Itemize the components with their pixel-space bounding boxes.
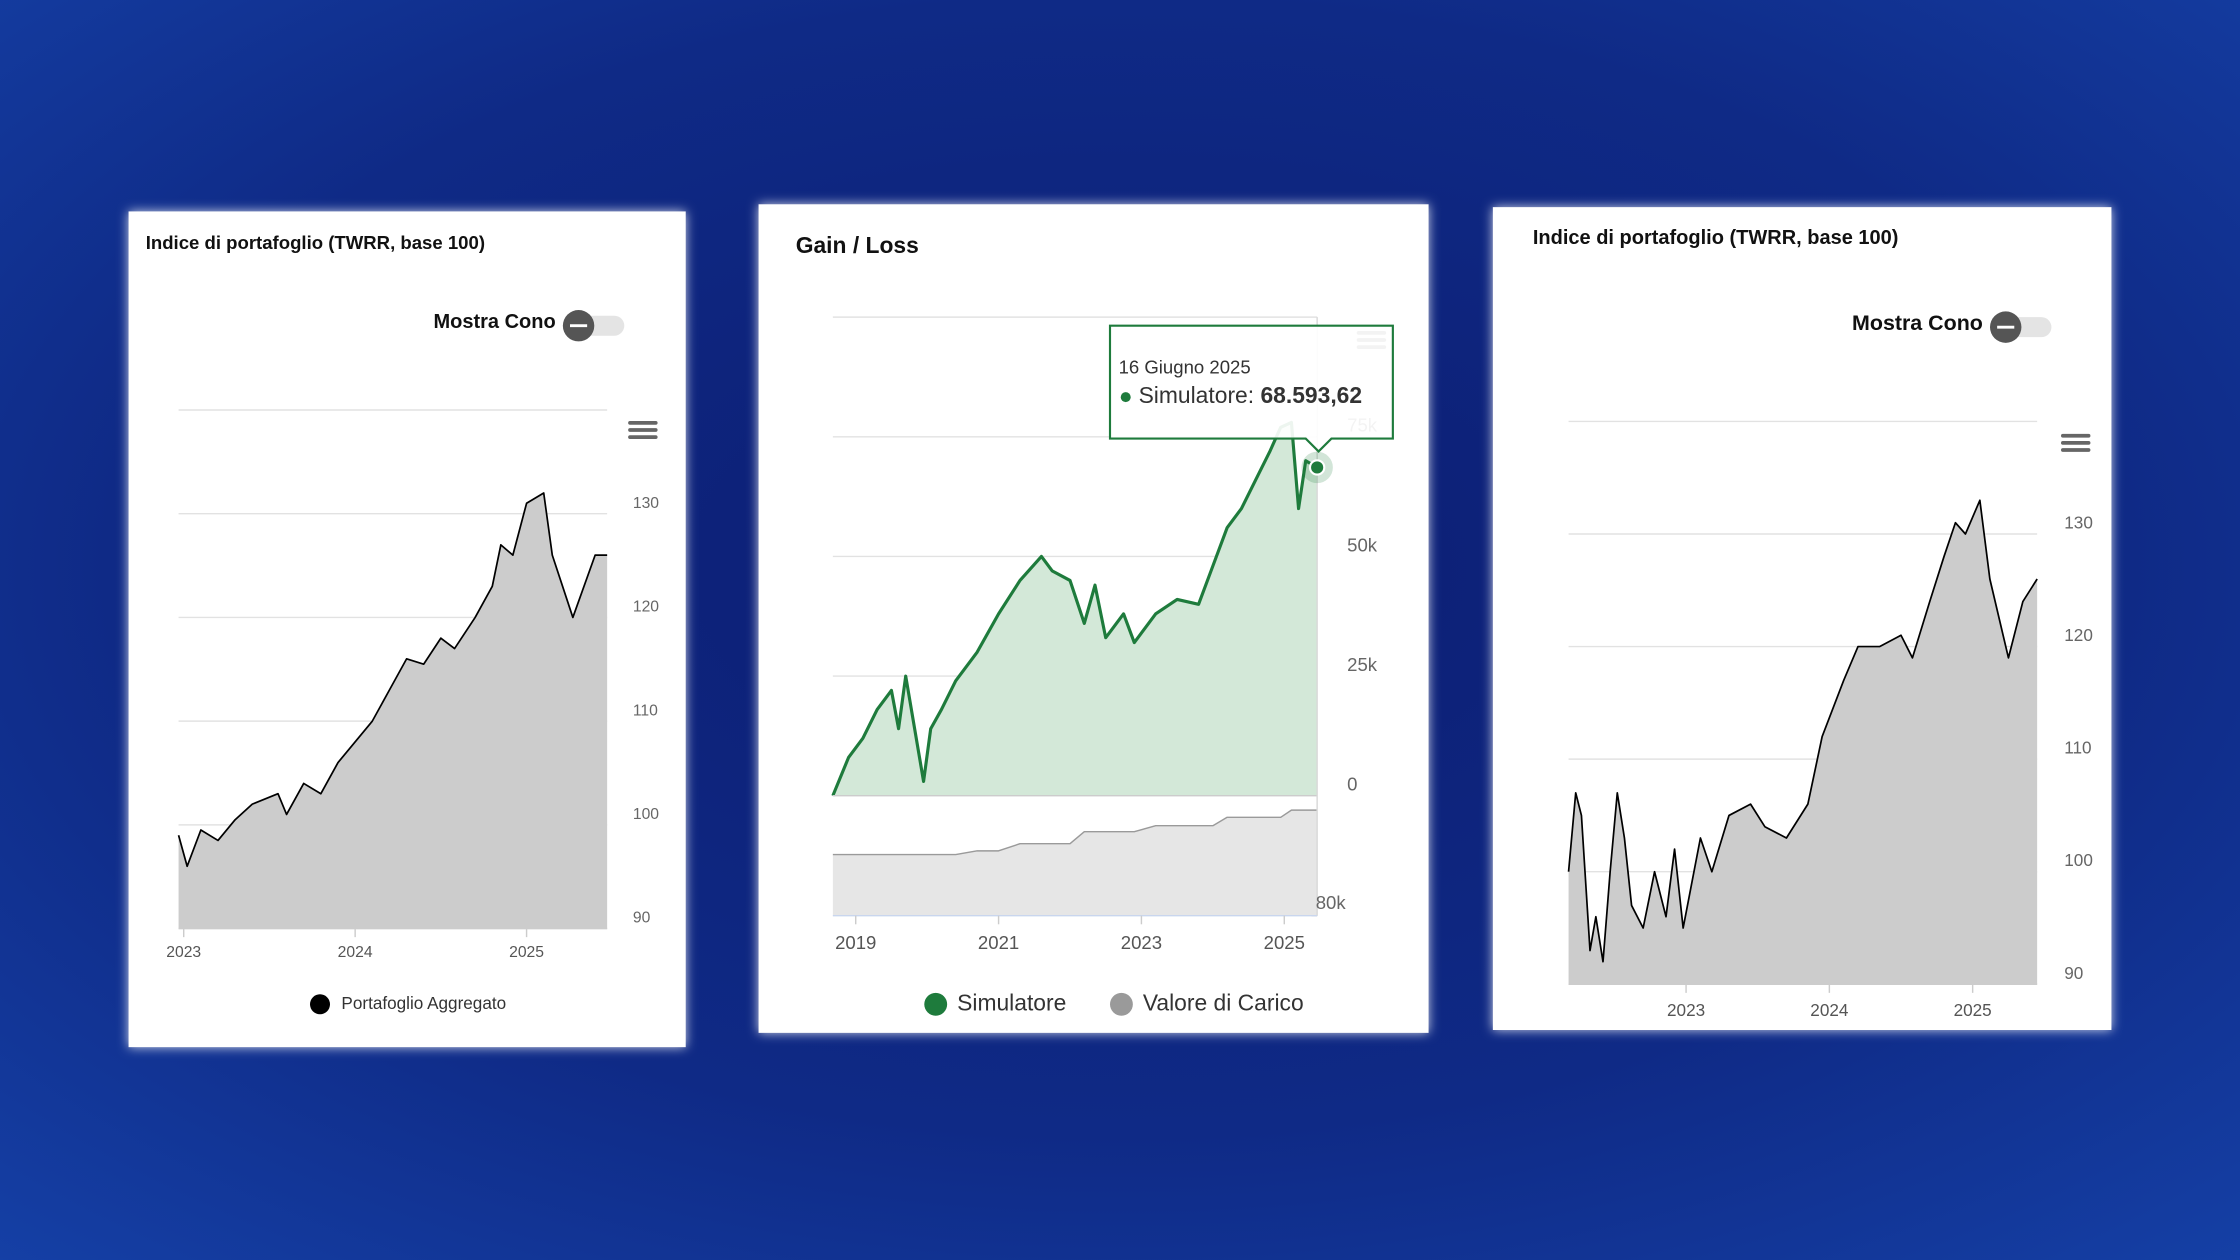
y-tick-label: 110 <box>2064 738 2091 758</box>
y-tick-label: 0 <box>1347 774 1357 795</box>
tooltip-line: Simulatore: 68.593,62 <box>1139 382 1363 408</box>
tooltip-date: 16 Giugno 2025 <box>1119 356 1251 377</box>
x-tick-label: 2025 <box>1954 1000 1992 1020</box>
x-tick-label: 2023 <box>1121 932 1162 953</box>
chart-panel: Indice di portafoglio (TWRR, base 100) 90… <box>128 211 686 1048</box>
series-line <box>1567 499 2038 963</box>
series-line <box>832 809 1318 856</box>
legend-marker[interactable] <box>924 992 948 1016</box>
chart-title: Indice di portafoglio (TWRR, base 100) <box>146 232 485 253</box>
y-tick-label: 120 <box>633 599 659 616</box>
y-tick-label: 90 <box>633 910 651 927</box>
x-tick-label: 2024 <box>338 944 373 961</box>
tooltip-box <box>1108 324 1394 453</box>
x-tick-label: 2025 <box>509 944 544 961</box>
y-tick-label: 100 <box>2064 850 2093 870</box>
x-tick-label: 2023 <box>166 944 201 961</box>
chart-panel: Indice di portafoglio (TWRR, base 100) 90… <box>1492 207 2112 1031</box>
x-tick-label: 2019 <box>835 932 876 953</box>
y-tick-label: 130 <box>633 495 659 512</box>
y-tick-label: 90 <box>2064 963 2083 983</box>
tooltip-value: 68.593,62 <box>1260 382 1362 408</box>
series-area <box>1568 500 2038 985</box>
chart-title: Gain / Loss <box>796 232 919 258</box>
y-tick-label: 25k <box>1347 654 1378 675</box>
legend-marker[interactable] <box>1110 992 1133 1016</box>
hover-point <box>1308 459 1326 476</box>
chart-panel: Gain / Loss025k50k75k80k2019202120232025… <box>758 204 1429 1033</box>
legend-marker[interactable] <box>310 994 330 1015</box>
y-tick-label: 130 <box>2064 513 2093 533</box>
legend-label[interactable]: Simulatore <box>957 989 1066 1015</box>
x-tick-label: 2023 <box>1667 1000 1705 1020</box>
legend-label[interactable]: Valore di Carico <box>1143 989 1304 1015</box>
y-tick-label: 120 <box>2064 625 2093 645</box>
legend-label[interactable]: Portafoglio Aggregato <box>341 993 506 1013</box>
series-line <box>831 420 1318 797</box>
x-tick-label: 2021 <box>978 932 1019 953</box>
toggle-label: Mostra Cono <box>433 311 555 333</box>
series-area <box>832 422 1318 796</box>
tooltip-dot <box>1120 392 1131 403</box>
series-line <box>177 492 608 868</box>
series-area <box>832 810 1318 916</box>
toggle-label: Mostra Cono <box>1852 311 1983 335</box>
tooltip-series: Simulatore: <box>1139 382 1255 408</box>
y2-tick-label: 80k <box>1316 892 1347 913</box>
y-tick-label: 110 <box>633 702 658 719</box>
chart-title: Indice di portafoglio (TWRR, base 100) <box>1533 227 1899 249</box>
charts: Indice di portafoglio (TWRR, base 100) 90… <box>128 204 2112 1048</box>
x-tick-label: 2024 <box>1810 1000 1849 1020</box>
y-tick-label: 100 <box>633 806 659 823</box>
y-tick-label: 50k <box>1347 534 1378 555</box>
x-tick-label: 2025 <box>1264 932 1305 953</box>
series-area <box>178 493 608 929</box>
